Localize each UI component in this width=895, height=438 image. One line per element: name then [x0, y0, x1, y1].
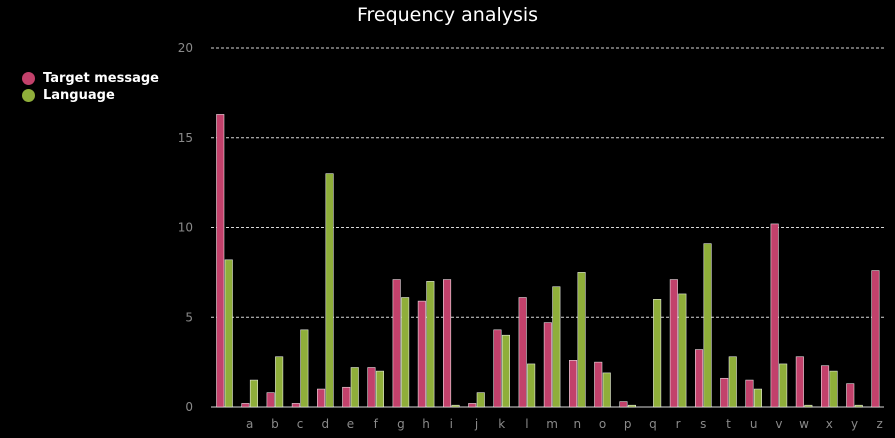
bar-language[interactable]	[476, 392, 485, 408]
bar-target-message[interactable]	[342, 386, 351, 408]
bar-language[interactable]	[224, 259, 233, 408]
x-tick-label: l	[525, 417, 528, 431]
bar-language[interactable]	[627, 404, 637, 408]
chart-title: Frequency analysis	[356, 4, 539, 26]
y-tick-label: 0	[185, 400, 193, 414]
x-tick-label: o	[599, 417, 606, 431]
legend-label-language: Language	[43, 87, 115, 103]
x-tick-label: z	[877, 417, 883, 431]
bar-target-message[interactable]	[316, 388, 326, 408]
bar-language[interactable]	[602, 372, 611, 408]
x-tick-label: c	[297, 417, 304, 431]
legend-item-target-message[interactable]: Target message	[22, 70, 159, 86]
x-tick-label: w	[799, 417, 809, 431]
bar-target-message[interactable]	[846, 383, 855, 408]
x-tick-label: p	[624, 417, 632, 431]
bar-target-message[interactable]	[568, 360, 578, 408]
bar-language[interactable]	[451, 404, 460, 408]
bar-language[interactable]	[325, 173, 334, 408]
bar-language[interactable]	[401, 297, 410, 408]
bar-target-message[interactable]	[669, 279, 678, 408]
bar-target-message[interactable]	[216, 114, 225, 408]
x-tick-label: j	[474, 417, 478, 431]
bar-target-message[interactable]	[442, 279, 452, 408]
x-tick-label: s	[700, 417, 706, 431]
x-tick-label: h	[422, 417, 430, 431]
bar-language[interactable]	[829, 370, 838, 408]
bar-language[interactable]	[653, 298, 662, 408]
bar-language[interactable]	[300, 329, 309, 408]
x-tick-label: y	[851, 417, 858, 431]
bar-language[interactable]	[678, 293, 687, 408]
bar-target-message[interactable]	[291, 403, 300, 408]
bar-language[interactable]	[426, 281, 435, 408]
bar-target-message[interactable]	[770, 223, 779, 408]
x-tick-label: v	[775, 417, 782, 431]
bar-language[interactable]	[350, 367, 359, 408]
bar-language[interactable]	[501, 334, 511, 408]
legend-swatch-target-message	[22, 71, 35, 85]
bar-target-message[interactable]	[493, 329, 502, 408]
y-tick-label: 15	[178, 131, 193, 145]
bar-target-message[interactable]	[266, 392, 275, 408]
x-tick-label: f	[374, 417, 379, 431]
bar-language[interactable]	[577, 272, 586, 408]
bar-language[interactable]	[527, 363, 536, 408]
bar-target-message[interactable]	[820, 365, 830, 408]
x-tick-label: r	[676, 417, 681, 431]
bar-language[interactable]	[728, 356, 737, 408]
bar-target-message[interactable]	[694, 349, 704, 408]
y-tick-label: 10	[178, 221, 193, 235]
bar-target-message[interactable]	[468, 403, 477, 408]
x-tick-label: i	[450, 417, 453, 431]
bar-language[interactable]	[854, 404, 863, 408]
bar-target-message[interactable]	[367, 367, 376, 408]
x-tick-label: a	[246, 417, 253, 431]
bar-target-message[interactable]	[392, 279, 401, 408]
legend-swatch-language	[22, 88, 35, 102]
x-tick-label: e	[347, 417, 354, 431]
x-tick-label: m	[546, 417, 558, 431]
y-tick-label: 5	[185, 310, 193, 324]
bar-target-message[interactable]	[594, 361, 603, 408]
x-tick-label: b	[271, 417, 279, 431]
bar-target-message[interactable]	[619, 401, 628, 408]
legend-item-language[interactable]: Language	[22, 87, 159, 103]
bar-target-message[interactable]	[518, 297, 527, 408]
bar-language[interactable]	[779, 363, 788, 408]
x-tick-label: t	[726, 417, 731, 431]
x-tick-label: q	[649, 417, 657, 431]
bar-language[interactable]	[275, 356, 284, 408]
legend: Target message Language	[22, 70, 159, 104]
bar-language[interactable]	[249, 379, 258, 408]
x-tick-label: u	[750, 417, 758, 431]
bar-target-message[interactable]	[241, 403, 250, 408]
x-tick-label: g	[397, 417, 405, 431]
legend-label-target-message: Target message	[43, 70, 159, 86]
bar-target-message[interactable]	[871, 270, 880, 408]
x-tick-label: d	[321, 417, 329, 431]
bar-target-message[interactable]	[543, 322, 552, 408]
bar-language[interactable]	[703, 243, 712, 408]
bar-target-message[interactable]	[795, 356, 804, 408]
bar-target-message[interactable]	[745, 379, 754, 408]
bar-language[interactable]	[375, 370, 385, 408]
bar-language[interactable]	[804, 404, 813, 408]
bar-language[interactable]	[753, 388, 763, 408]
bar-target-message[interactable]	[720, 377, 729, 408]
x-tick-label: n	[573, 417, 581, 431]
x-tick-label: x	[826, 417, 833, 431]
bar-language[interactable]	[552, 286, 561, 408]
bar-target-message[interactable]	[417, 300, 426, 408]
y-tick-label: 20	[178, 41, 193, 55]
x-tick-label: k	[498, 417, 505, 431]
